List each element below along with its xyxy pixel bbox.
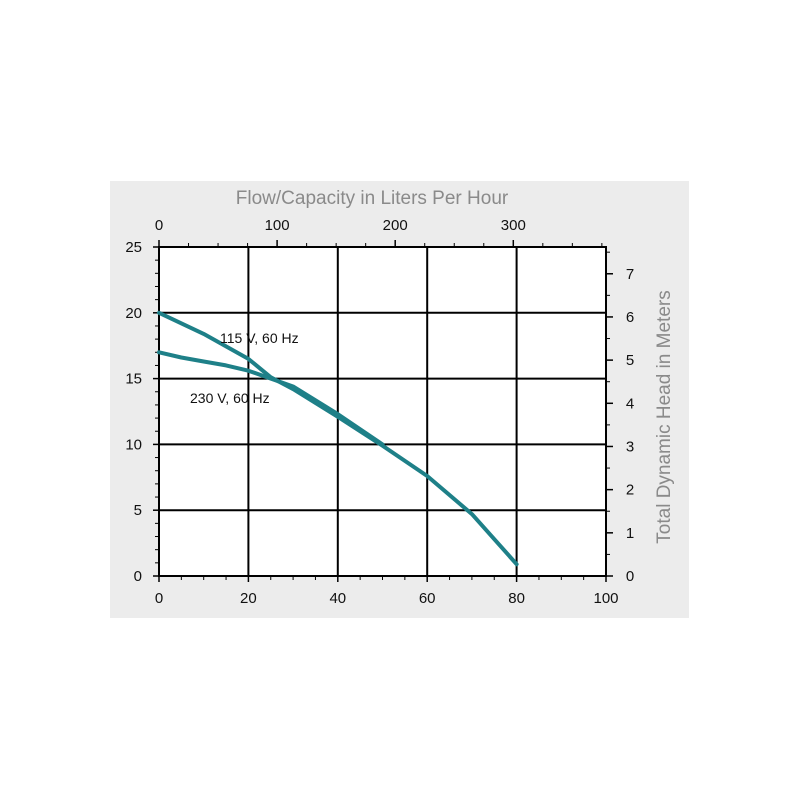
performance-curve-chart: 0 20 40 60 80 100 0 5 10 15 20 25 0 100 200 300 0 1 2 3 4 5 6 7… bbox=[125, 188, 675, 607]
x-tick-label: 60 bbox=[419, 590, 436, 607]
y-tick-label: 20 bbox=[125, 305, 142, 322]
x-tick-label: 80 bbox=[508, 590, 525, 607]
y-tick-label: 0 bbox=[134, 568, 142, 585]
right-axis-title: Total Dynamic Head in Meters bbox=[654, 290, 675, 543]
y-tick-label: 10 bbox=[125, 436, 142, 453]
x-tick-label: 100 bbox=[593, 590, 618, 607]
top-x-tick-label: 100 bbox=[265, 217, 290, 234]
y-tick-label: 15 bbox=[125, 371, 142, 388]
right-y-tick-label: 7 bbox=[626, 266, 634, 283]
chart-panel: 0 20 40 60 80 100 0 5 10 15 20 25 0 100 200 300 0 1 2 3 4 5 6 7… bbox=[110, 181, 689, 618]
right-y-tick-label: 3 bbox=[626, 438, 634, 455]
right-y-tick-label: 6 bbox=[626, 309, 634, 326]
series-label-115v: 115 V, 60 Hz bbox=[220, 330, 299, 346]
x-tick-label: 0 bbox=[155, 590, 163, 607]
x-tick-label: 40 bbox=[329, 590, 346, 607]
top-x-tick-label: 200 bbox=[383, 217, 408, 234]
series-label-230v: 230 V, 60 Hz bbox=[190, 390, 270, 406]
y-tick-label: 25 bbox=[125, 239, 142, 256]
right-y-tick-label: 4 bbox=[626, 395, 634, 412]
right-y-tick-label: 1 bbox=[626, 525, 634, 542]
top-x-tick-label: 300 bbox=[501, 217, 526, 234]
series-line-230v bbox=[157, 350, 385, 447]
series-line-115v bbox=[157, 310, 519, 567]
top-axis-title: Flow/Capacity in Liters Per Hour bbox=[236, 188, 509, 209]
top-x-tick-label: 0 bbox=[155, 217, 163, 234]
plot-area bbox=[159, 247, 606, 576]
right-y-tick-label: 0 bbox=[626, 568, 634, 585]
plot-border bbox=[158, 246, 607, 577]
right-y-tick-label: 5 bbox=[626, 352, 634, 369]
right-y-tick-label: 2 bbox=[626, 482, 634, 499]
x-tick-label: 20 bbox=[240, 590, 257, 607]
y-tick-label: 5 bbox=[134, 502, 142, 519]
